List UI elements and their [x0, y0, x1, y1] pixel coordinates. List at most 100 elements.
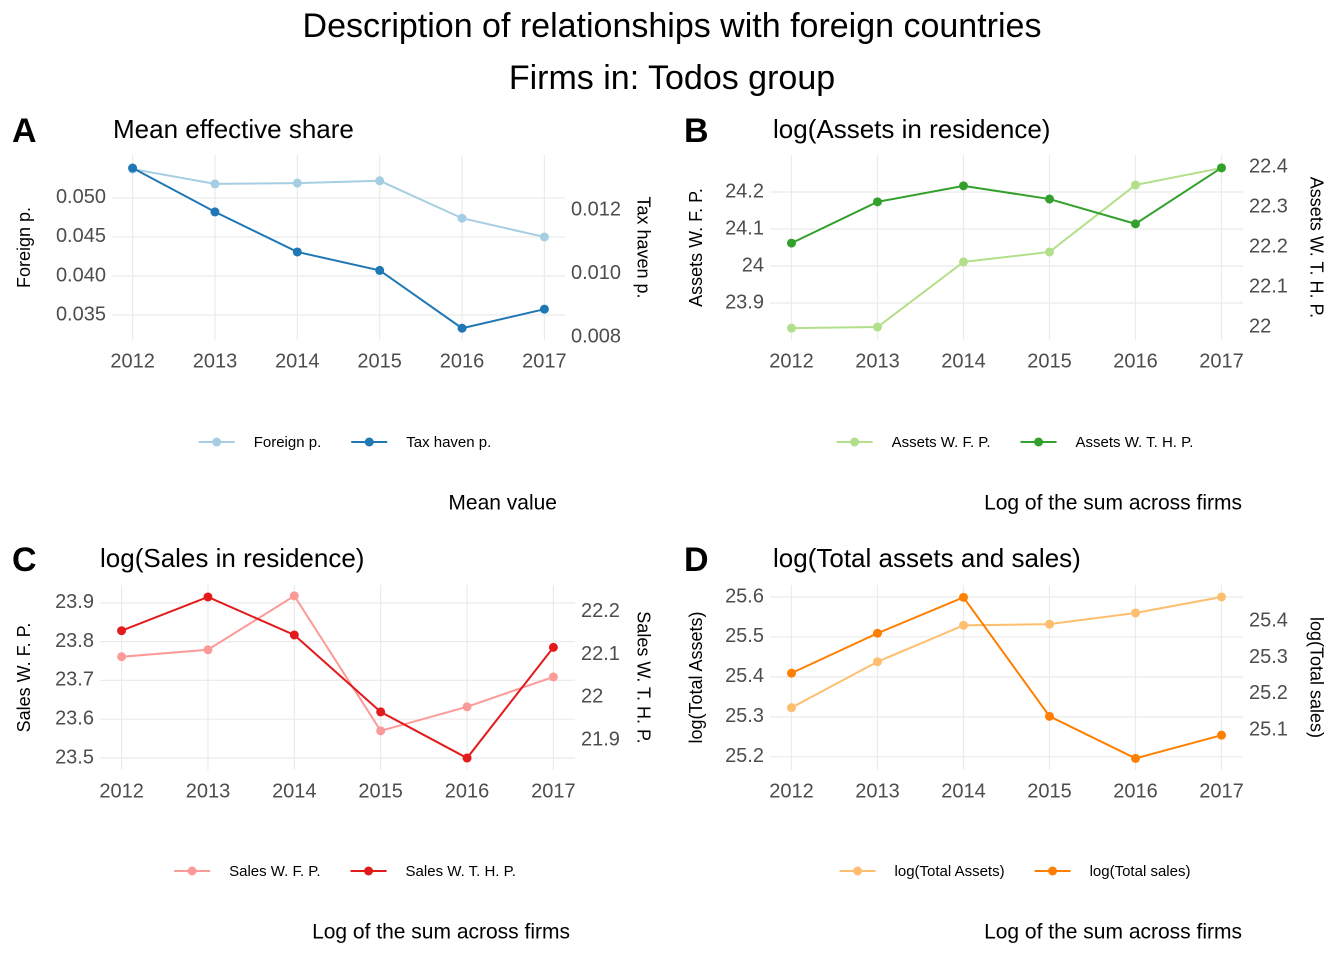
y-tick-label: 25.3 — [725, 705, 764, 727]
y2-tick-label: 22.2 — [581, 600, 620, 622]
y2-tick-label: 22.1 — [581, 643, 620, 665]
legend-label: Assets W. T. H. P. — [1076, 434, 1194, 451]
data-point — [376, 726, 386, 736]
data-point — [548, 642, 558, 652]
x-tick-label: 2016 — [1113, 780, 1158, 802]
data-point — [1045, 247, 1054, 257]
data-point — [787, 323, 796, 333]
y2-tick-label: 22.3 — [1249, 195, 1288, 217]
data-point — [959, 620, 968, 630]
y-tick-label: 0.040 — [56, 264, 106, 286]
y2-axis-label: log(Total sales) — [1306, 617, 1326, 738]
legend-label: Assets W. F. P. — [892, 434, 991, 451]
legend: log(Total Assets) log(Total sales) — [839, 863, 1191, 880]
x-tick-label: 2017 — [1199, 780, 1244, 802]
x-tick-label: 2015 — [357, 350, 402, 372]
data-point — [873, 657, 882, 667]
x-tick-label: 2012 — [769, 350, 814, 372]
x-tick-label: 2017 — [1199, 350, 1244, 372]
legend-label: Tax haven p. — [406, 434, 491, 451]
y-tick-label: 0.035 — [56, 303, 106, 325]
data-point — [117, 652, 127, 662]
panel-tag: A — [12, 112, 37, 150]
legend-label: log(Total Assets) — [895, 863, 1005, 880]
x-tick-label: 2015 — [358, 780, 403, 802]
caption: Log of the sum across firms — [312, 921, 570, 944]
x-tick-label: 2014 — [941, 780, 986, 802]
data-point — [539, 232, 549, 242]
y2-axis-label: Assets W. T. H. P. — [1306, 177, 1326, 318]
y-tick-label: 25.4 — [725, 665, 764, 687]
y-tick-label: 23.8 — [55, 630, 94, 652]
data-point — [1131, 180, 1140, 190]
panel-title: log(Assets in residence) — [773, 114, 1050, 144]
y-axis-label: Assets W. F. P. — [686, 188, 706, 307]
legend-key-point — [1048, 866, 1058, 876]
y2-tick-label: 0.008 — [571, 325, 621, 347]
data-point — [787, 703, 796, 713]
legend: Assets W. F. P. Assets W. T. H. P. — [836, 434, 1194, 451]
data-point — [210, 207, 220, 217]
y-tick-label: 23.7 — [55, 669, 94, 691]
data-point — [959, 181, 968, 191]
x-tick-label: 2012 — [99, 780, 144, 802]
y-axis-label: Foreign p. — [14, 207, 34, 288]
data-point — [128, 163, 138, 173]
caption: Log of the sum across firms — [984, 492, 1242, 515]
data-point — [375, 176, 385, 186]
data-point — [1131, 219, 1140, 229]
legend-item: Sales W. T. H. P. — [350, 863, 516, 880]
y-tick-label: 25.2 — [725, 745, 764, 767]
legend-label: Foreign p. — [254, 434, 322, 451]
y2-tick-label: 22 — [581, 686, 603, 708]
legend-item: Tax haven p. — [351, 434, 491, 451]
y-tick-label: 24.1 — [725, 217, 764, 239]
data-point — [462, 753, 472, 763]
x-tick-label: 2015 — [1027, 350, 1072, 372]
panel-title: Mean effective share — [113, 114, 354, 144]
data-point — [1131, 608, 1140, 618]
y-tick-label: 24 — [742, 254, 764, 276]
data-point — [289, 591, 299, 601]
data-point — [1045, 711, 1054, 721]
data-point — [1217, 163, 1226, 173]
data-point — [203, 645, 213, 655]
legend-key-point — [364, 866, 374, 876]
data-point — [548, 672, 558, 682]
legend-key-point — [850, 437, 860, 447]
x-tick-label: 2015 — [1027, 780, 1072, 802]
figure-title: Description of relationships with foreig… — [303, 7, 1042, 45]
series-line — [791, 166, 1223, 244]
series-line — [132, 168, 545, 238]
x-tick-label: 2016 — [1113, 350, 1158, 372]
y2-tick-label: 21.9 — [581, 728, 620, 750]
data-point — [375, 265, 385, 275]
x-tick-label: 2014 — [272, 780, 317, 802]
data-point — [959, 592, 968, 602]
data-point — [873, 628, 882, 638]
data-point — [959, 257, 968, 267]
x-tick-label: 2012 — [769, 780, 814, 802]
data-point — [873, 197, 882, 207]
data-point — [462, 702, 472, 712]
series-line — [121, 594, 554, 732]
legend-item: Assets W. T. H. P. — [1020, 434, 1194, 451]
data-point — [1131, 753, 1140, 763]
legend-item: log(Total Assets) — [839, 863, 1005, 880]
panel-tag: D — [684, 541, 709, 579]
panel-title: log(Sales in residence) — [100, 543, 364, 573]
x-tick-label: 2017 — [522, 350, 567, 372]
data-point — [210, 179, 220, 189]
data-point — [117, 626, 127, 636]
legend-label: log(Total sales) — [1090, 863, 1191, 880]
x-tick-label: 2012 — [110, 350, 155, 372]
data-point — [1045, 619, 1054, 629]
series-line — [132, 167, 545, 330]
y-tick-label: 23.9 — [725, 291, 764, 313]
y-tick-label: 23.5 — [55, 746, 94, 768]
y-tick-label: 0.045 — [56, 225, 106, 247]
data-point — [1045, 194, 1054, 204]
